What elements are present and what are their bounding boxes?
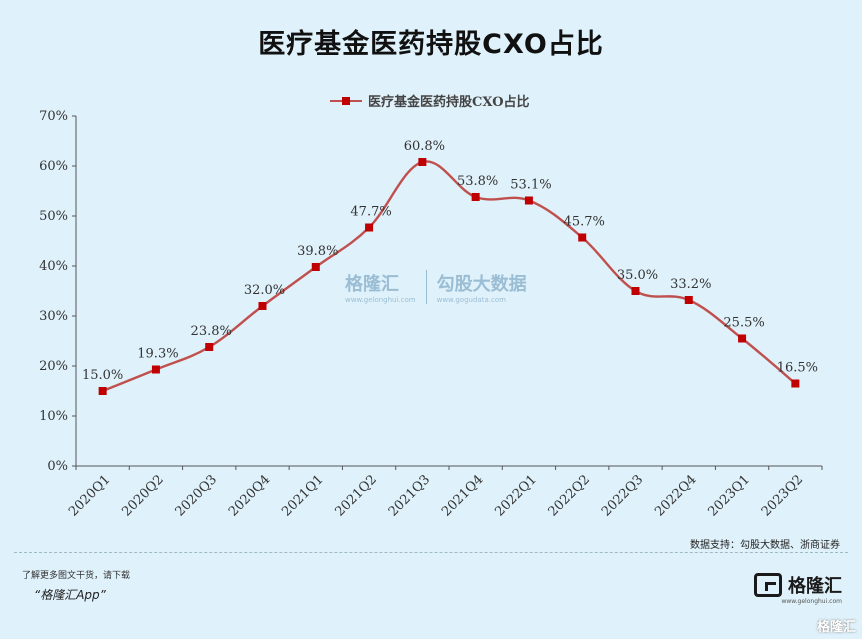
x-tick-label: 2020Q2 [119, 472, 166, 519]
data-point [98, 387, 107, 395]
axes: 0%10%20%30%40%50%60%70%2020Q1 2020Q2 2020Q… [39, 109, 823, 520]
legend: 医疗基金医药持股CXO占比 [330, 94, 530, 110]
data-label: 60.8% [404, 139, 445, 154]
brand-icon [754, 573, 782, 597]
x-tick-label: 2021Q4 [439, 472, 486, 519]
data-point [418, 158, 427, 166]
x-tick-label: 2020Q3 [173, 472, 220, 519]
data-point [738, 334, 747, 343]
data-point [791, 379, 800, 388]
data-point [151, 365, 160, 374]
y-tick-label: 30% [39, 309, 68, 324]
data-label: 47.7% [350, 205, 391, 220]
y-tick-label: 20% [39, 359, 68, 374]
y-tick-label: 40% [39, 259, 68, 274]
y-tick-label: 10% [39, 409, 68, 424]
watermark-logo: 格隆汇 [345, 274, 399, 295]
x-tick-label: 2021Q2 [333, 472, 380, 519]
data-label: 15.0% [82, 368, 123, 383]
y-tick-label: 50% [39, 209, 68, 224]
data-label: 33.2% [670, 277, 711, 292]
source-note: 数据支持：勾股大数据、浙商证券 [690, 540, 840, 551]
data-label: 45.7% [564, 215, 605, 230]
data-label: 53.8% [457, 174, 498, 189]
series-group: 15.0% 19.3% 23.8% 32.0% 39.8% 47.7% 60.8% 53.8%… [82, 139, 818, 395]
footer-app-name: “格隆汇App” [34, 588, 106, 602]
x-tick-label: 2021Q1 [279, 472, 326, 519]
data-label: 25.5% [723, 316, 764, 331]
data-point [471, 193, 480, 201]
data-point [205, 343, 214, 351]
y-tick-label: 0% [47, 459, 68, 474]
data-label: 16.5% [777, 361, 818, 376]
divider [14, 552, 848, 553]
data-point [365, 223, 374, 232]
watermark-name: 勾股大数据 [436, 274, 527, 295]
x-tick-label: 2023Q2 [759, 472, 806, 519]
data-label: 35.0% [617, 268, 658, 283]
data-point [524, 196, 533, 205]
brand-name: 格隆汇 [788, 576, 842, 597]
legend-marker [342, 97, 350, 105]
x-tick-label: 2023Q1 [706, 472, 753, 519]
watermark-separator [425, 270, 427, 304]
brand-url: www.gelonghui.com [781, 598, 842, 605]
data-label: 19.3% [137, 347, 178, 362]
y-tick-label: 60% [39, 159, 68, 174]
x-tick-label: 2022Q1 [492, 472, 539, 519]
watermark: 格隆汇 www.gelonghui.com 勾股大数据 www.gogudata… [345, 270, 527, 304]
x-tick-label: 2022Q3 [599, 472, 646, 519]
watermark-name-sub: www.gogudata.com [436, 296, 506, 304]
x-tick-label: 2020Q4 [226, 472, 273, 519]
legend-label: 医疗基金医药持股CXO占比 [368, 94, 530, 110]
data-label: 23.8% [191, 324, 232, 339]
data-point [311, 263, 320, 271]
x-tick-label: 2022Q2 [546, 472, 593, 519]
x-tick-label: 2021Q3 [386, 472, 433, 519]
brand-logo: 格隆汇 [754, 572, 842, 598]
data-label: 39.8% [297, 244, 338, 259]
corner-watermark: 格隆汇 [816, 620, 856, 635]
chart-title: 医疗基金医药持股CXO占比 [258, 29, 604, 60]
data-point [684, 296, 693, 304]
x-tick-label: 2020Q1 [66, 472, 113, 519]
footer-note: 了解更多图文干货，请下载 [22, 571, 131, 581]
data-point [258, 302, 267, 310]
data-point [578, 233, 587, 242]
watermark-logo-sub: www.gelonghui.com [345, 296, 416, 304]
x-tick-label: 2022Q4 [652, 472, 699, 519]
y-tick-label: 70% [39, 109, 68, 124]
data-point [631, 287, 640, 295]
data-label: 32.0% [244, 283, 285, 298]
data-label: 53.1% [510, 178, 551, 193]
